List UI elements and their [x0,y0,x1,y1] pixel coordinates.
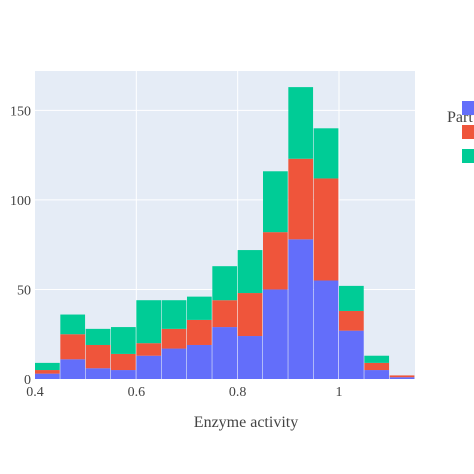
bar-series-2[interactable] [60,334,86,360]
bar-series-3[interactable] [60,314,86,335]
x-tick-label: 0.6 [128,385,146,400]
bar-series-1[interactable] [161,348,187,379]
y-axis-ticks: 0 50 100 150 [10,104,31,388]
bar-series-3[interactable] [364,355,390,363]
bar-series-1[interactable] [313,280,339,379]
bar-series-1[interactable] [85,368,111,379]
bar-series-2[interactable] [212,300,238,328]
bar-series-1[interactable] [237,336,263,379]
bar-series-2[interactable] [35,370,60,374]
bar-series-3[interactable] [136,300,162,344]
bar-series-1[interactable] [263,289,288,379]
x-axis-title: Enzyme activity [194,414,298,431]
bar-series-1[interactable] [35,373,60,379]
bar-series-2[interactable] [263,232,288,290]
bar-series-2[interactable] [161,328,187,349]
x-tick-label: 0.8 [229,385,247,400]
bar-series-3[interactable] [35,362,60,371]
x-axis-ticks: 0.4 0.6 0.8 1 [26,385,342,400]
bar-series-3[interactable] [263,171,288,233]
bar-series-2[interactable] [288,158,314,240]
bar-series-1[interactable] [364,370,390,379]
y-tick-label: 150 [10,104,31,119]
legend[interactable] [462,101,474,163]
bar-series-3[interactable] [237,250,263,294]
bar-series-1[interactable] [187,344,212,379]
bar-series-3[interactable] [339,285,364,311]
x-tick-label: 1 [336,385,343,400]
legend-swatch-series-3[interactable] [462,149,474,163]
bar-series-3[interactable] [161,300,187,329]
legend-swatch-series-2[interactable] [462,125,474,139]
bar-series-1[interactable] [389,377,415,379]
bar-series-1[interactable] [339,330,364,379]
y-tick-label: 100 [10,194,31,209]
bar-series-1[interactable] [288,239,314,379]
bar-series-3[interactable] [288,87,314,159]
x-tick-label: 0.4 [26,385,44,400]
bar-series-2[interactable] [313,178,339,281]
bar-series-2[interactable] [237,293,263,337]
bar-series-3[interactable] [313,128,339,179]
bar-series-2[interactable] [389,375,415,378]
bar-series-3[interactable] [85,328,111,345]
bar-series-1[interactable] [212,327,238,379]
bar-series-1[interactable] [111,370,136,379]
bar-series-1[interactable] [60,359,86,379]
bar-series-3[interactable] [212,266,238,301]
bar-series-1[interactable] [136,355,162,379]
bar-series-3[interactable] [187,296,212,320]
legend-swatch-series-1[interactable] [462,101,474,115]
bar-series-2[interactable] [136,343,162,356]
bars [35,87,415,379]
y-tick-label: 50 [17,283,31,298]
bar-series-2[interactable] [85,344,111,369]
bar-series-3[interactable] [111,327,136,354]
bar-series-2[interactable] [111,353,136,371]
bar-series-2[interactable] [364,362,390,371]
bar-series-2[interactable] [187,319,212,345]
y-tick-label: 0 [24,373,31,388]
bar-series-2[interactable] [339,310,364,331]
